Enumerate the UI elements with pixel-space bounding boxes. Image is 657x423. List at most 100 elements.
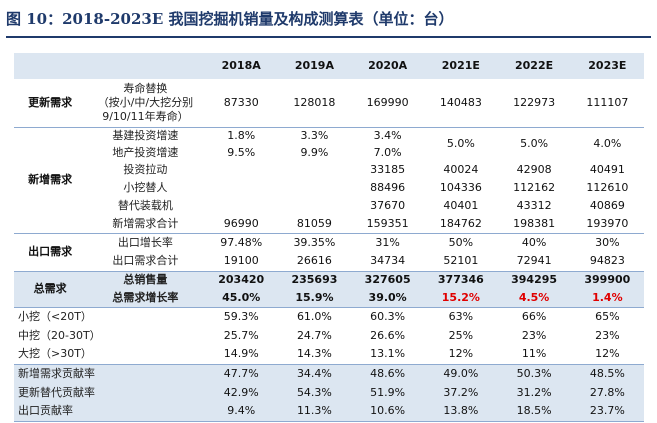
replace-row-label: 寿命替换 （按小/中/大挖分别 9/10/11年寿命）	[86, 79, 204, 127]
cell: 169990	[366, 95, 409, 109]
loader-label: 替代装载机	[117, 199, 173, 212]
new-total-row: 新增需求合计 96990 81059 159351 184762 198381 …	[14, 215, 644, 233]
cell: 3.4%	[351, 126, 425, 144]
cell: 112610	[586, 181, 629, 194]
replace-label-line: 9/10/11年寿命）	[102, 109, 189, 123]
category-replace: 更新需求	[28, 95, 73, 109]
contrib-row: 出口贡献率 9.4% 11.3% 10.6% 13.8% 18.5% 23.7%	[14, 402, 644, 422]
cell: 33185	[370, 163, 406, 176]
cell: 72941	[516, 254, 552, 268]
export-growth-row: 出口需求 出口增长率 97.48% 39.35% 31% 50% 40% 30%	[14, 232, 644, 271]
cell	[278, 197, 351, 215]
cell: 23.7%	[570, 402, 644, 422]
total-sales-label: 总销售量	[86, 270, 205, 289]
cell: 31.2%	[497, 383, 571, 402]
cell: 128018	[293, 95, 336, 109]
highlight-cell: 1.4%	[570, 289, 644, 307]
cell: 48.6%	[351, 363, 425, 383]
cell: 9.9%	[300, 145, 329, 159]
contrib-label: 出口贡献率	[14, 402, 205, 422]
cell: 49.0%	[424, 363, 498, 383]
cell	[205, 197, 278, 215]
cell: 52101	[443, 254, 479, 268]
cell: 122973	[513, 95, 556, 109]
cell: 61.0%	[277, 306, 352, 326]
cell: 23%	[497, 326, 571, 345]
cell: 11%	[497, 345, 571, 364]
cell: 111107	[586, 95, 629, 109]
cell: 10.6%	[351, 402, 425, 422]
cell: 235693	[277, 270, 352, 289]
cell: 19100	[223, 254, 259, 268]
cell	[205, 179, 278, 197]
merged-growth-cell: 4.0%	[570, 126, 644, 161]
cell: 24.7%	[277, 326, 352, 345]
cell: 3.3%	[277, 126, 352, 144]
cell: 12%	[424, 345, 498, 364]
total-growth-label: 总需求增长率	[86, 289, 205, 307]
category-new: 新增需求	[14, 126, 87, 233]
cell: 40869	[589, 199, 625, 212]
cell	[278, 179, 351, 197]
cell: 54.3%	[277, 383, 352, 402]
share-row: 大挖（>30T） 14.9% 14.3% 13.1% 12% 11% 12%	[14, 345, 644, 364]
share-label: 中挖（20-30T）	[14, 326, 205, 345]
cell: 51.9%	[351, 383, 425, 402]
share-row: 中挖（20-30T） 25.7% 24.7% 26.6% 25% 23% 23%	[14, 326, 644, 345]
infra-label: 基建投资增速	[86, 126, 205, 144]
title-rule	[6, 36, 651, 38]
cell: 25.7%	[204, 326, 278, 345]
cell: 39.35%	[277, 232, 352, 252]
highlight-cell: 4.5%	[497, 289, 571, 307]
merged-growth-cell: 5.0%	[424, 126, 498, 161]
cell: 9.5%	[227, 145, 256, 159]
cell: 65%	[570, 306, 644, 326]
cell	[205, 161, 278, 179]
cell: 48.5%	[570, 363, 644, 383]
cell: 81059	[296, 216, 332, 230]
cell: 87330	[223, 95, 259, 109]
header-year: 2018A	[204, 53, 278, 79]
cell: 7.0%	[373, 145, 402, 159]
small-row: 小挖替人 88496 104336 112162 112610	[14, 179, 644, 197]
cell: 11.3%	[277, 402, 352, 422]
cell: 15.9%	[277, 289, 352, 307]
header-row: 2018A 2019A 2020A 2021E 2022E 2023E	[14, 53, 644, 79]
cell: 31%	[351, 232, 425, 252]
excavator-sales-table: 2018A 2019A 2020A 2021E 2022E 2023E 更新需求…	[14, 53, 644, 422]
cell: 12%	[570, 345, 644, 364]
infra-row: 新增需求 基建投资增速 1.8% 3.3% 3.4% 5.0% 5.0% 4.0…	[14, 126, 644, 233]
cell	[278, 161, 351, 179]
cell: 42908	[516, 163, 552, 176]
cell: 13.8%	[424, 402, 498, 422]
header-year: 2020A	[351, 53, 425, 79]
cell: 63%	[424, 306, 498, 326]
contrib-row: 更新替代贡献率 42.9% 54.3% 51.9% 37.2% 31.2% 27…	[14, 383, 644, 402]
cell: 399900	[570, 270, 644, 289]
cell: 66%	[497, 306, 571, 326]
total-growth-row: 总需求增长率 45.0% 15.9% 39.0% 15.2% 4.5% 1.4%	[14, 289, 644, 307]
cell: 60.3%	[351, 306, 425, 326]
cell: 25%	[424, 326, 498, 345]
total-sales-row: 总需求 总销售量 203420 235693 327605 377346 394…	[14, 270, 644, 307]
cell: 42.9%	[204, 383, 278, 402]
cell: 96990	[223, 216, 259, 230]
cell: 59.3%	[204, 306, 278, 326]
cell: 94823	[589, 254, 625, 268]
cell: 50.3%	[497, 363, 571, 383]
cell: 327605	[351, 270, 425, 289]
cell: 40401	[443, 199, 479, 212]
cell: 37670	[370, 199, 406, 212]
cell: 184762	[439, 216, 482, 230]
contrib-label: 新增需求贡献率	[14, 363, 205, 383]
merged-growth-cell: 5.0%	[497, 126, 571, 161]
cell: 50%	[424, 232, 498, 252]
invest-row: 投资拉动 33185 40024 42908 40491	[14, 161, 644, 179]
cell: 37.2%	[424, 383, 498, 402]
invest-label: 投资拉动	[123, 163, 168, 176]
cell: 26.6%	[351, 326, 425, 345]
header-blank	[14, 53, 87, 79]
cell: 394295	[497, 270, 571, 289]
cell: 18.5%	[497, 402, 571, 422]
cell: 34.4%	[277, 363, 352, 383]
